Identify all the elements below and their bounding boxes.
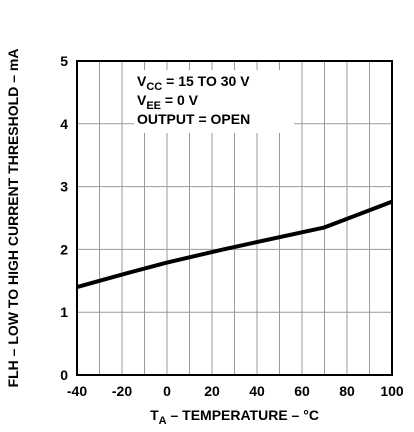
x-tick-label: -40 — [67, 383, 87, 399]
y-tick-label: 1 — [60, 304, 68, 320]
x-tick-label: 0 — [163, 383, 171, 399]
annotation-line: OUTPUT = OPEN — [137, 111, 250, 127]
annotation-line: VEE = 0 V — [137, 92, 199, 112]
x-tick-label: 100 — [380, 383, 404, 399]
x-tick-label: 40 — [249, 383, 265, 399]
plot-frame — [76, 60, 393, 376]
x-tick-label: 20 — [204, 383, 220, 399]
series-layer — [76, 199, 393, 290]
annotation-background — [134, 70, 294, 133]
series-line — [76, 199, 393, 290]
x-tick-label: 60 — [294, 383, 310, 399]
y-axis-label: FLH – LOW TO HIGH CURRENT THRESHOLD – mA — [5, 49, 21, 388]
x-axis-label: TA – TEMPERATURE – °C — [150, 407, 319, 427]
y-tick-label: 4 — [60, 116, 68, 132]
y-tick-label: 2 — [60, 241, 68, 257]
y-tick-label: 5 — [60, 53, 68, 69]
annotation-line: VCC = 15 TO 30 V — [137, 73, 250, 93]
y-tick-label: 0 — [60, 367, 68, 383]
x-tick-label: 80 — [339, 383, 355, 399]
tick-labels: -40 -20 0 20 40 60 80 100 0 1 2 3 4 5 — [60, 53, 404, 399]
y-tick-label: 3 — [60, 179, 68, 195]
x-tick-label: -20 — [112, 383, 132, 399]
